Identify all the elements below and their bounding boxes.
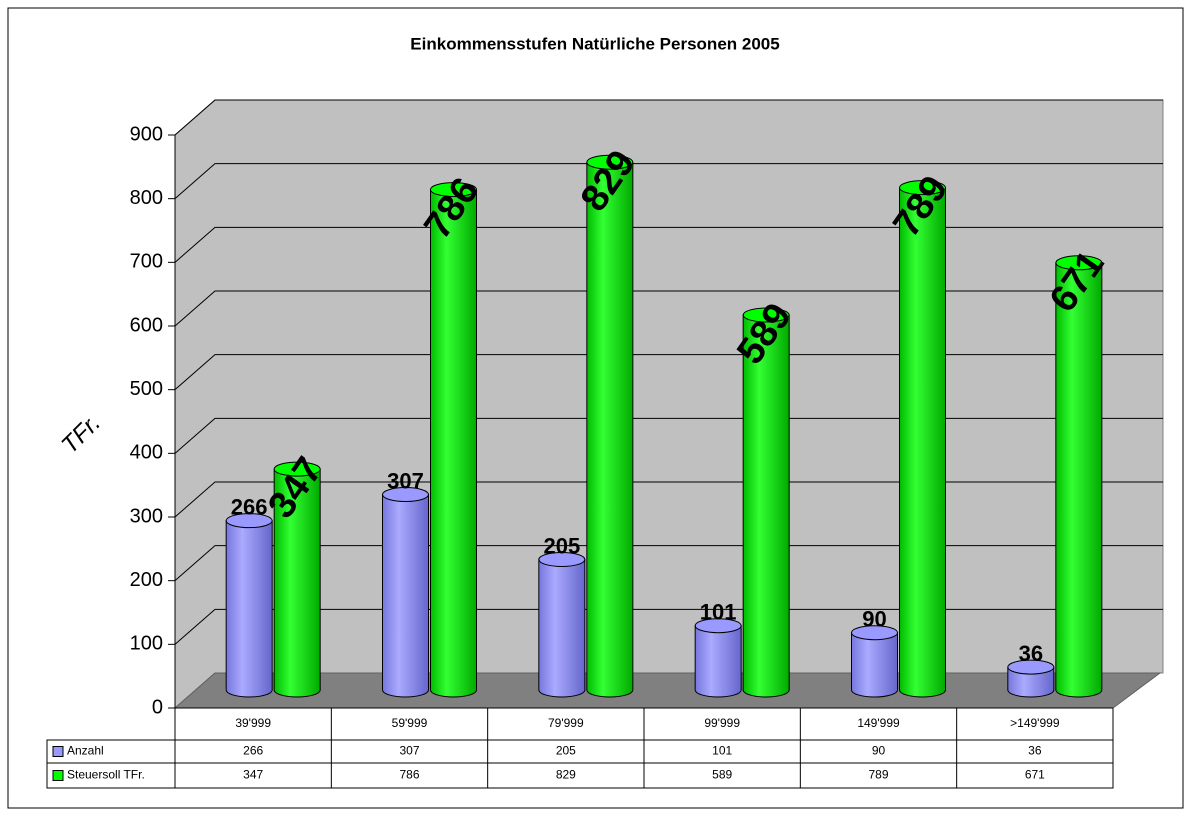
x-tick-label: 39'999: [235, 716, 271, 730]
y-tick-label: 700: [130, 251, 163, 273]
bar-top: [694, 618, 742, 634]
legend-swatch: [52, 770, 64, 781]
back-wall: [174, 99, 1164, 710]
table-value: 36: [1028, 744, 1042, 758]
x-tick-label: 99'999: [704, 716, 740, 730]
y-tick-label: 600: [130, 314, 163, 336]
grid-line: [174, 226, 1163, 263]
bar-top: [899, 180, 946, 196]
y-tick-label: 400: [130, 442, 163, 464]
grid-line: [174, 163, 1163, 200]
x-tick-label: 59'999: [392, 716, 428, 730]
table-value: 786: [399, 768, 419, 782]
grid-line: [174, 99, 1163, 136]
table-value: 589: [712, 768, 732, 782]
grid-line: [174, 417, 1163, 454]
table-value: 266: [243, 744, 263, 758]
bar-top: [742, 307, 790, 323]
x-tick-label: 79'999: [548, 716, 584, 730]
bar: [586, 161, 634, 698]
y-tick-label: 200: [130, 569, 163, 591]
data-label: 36: [1019, 641, 1043, 666]
table-value: 101: [712, 744, 732, 758]
table-value: 829: [556, 768, 576, 782]
grid-line: [174, 354, 1163, 391]
bar-top: [851, 625, 898, 641]
y-tick-label: 800: [130, 187, 163, 209]
bar-top: [382, 487, 429, 503]
bar: [273, 468, 321, 698]
data-label: 307: [387, 468, 424, 493]
bar: [225, 520, 273, 698]
y-tick-label: 500: [130, 378, 163, 400]
bar: [1055, 262, 1103, 698]
x-tick-label: >149'999: [1010, 716, 1060, 730]
table-value: 90: [872, 744, 886, 758]
grid-line: [174, 545, 1163, 582]
table-value: 671: [1025, 768, 1045, 782]
table-value: 789: [868, 768, 888, 782]
legend-label: Steuersoll TFr.: [67, 768, 145, 782]
grid-line: [174, 608, 1163, 645]
legend-label: Anzahl: [67, 744, 104, 758]
bar: [899, 187, 946, 698]
data-label: 101: [700, 600, 737, 625]
legend-swatch: [52, 746, 64, 757]
y-tick-label: 300: [130, 505, 163, 527]
bar: [742, 314, 790, 698]
bar-top: [1007, 659, 1055, 675]
bar-top: [430, 182, 477, 198]
chart-title: Einkommensstufen Natürliche Personen 200…: [410, 34, 779, 53]
table-value: 307: [399, 744, 419, 758]
data-label: 90: [862, 607, 886, 632]
bar-top: [538, 551, 586, 567]
data-label: 205: [543, 533, 580, 558]
bar: [538, 558, 586, 698]
y-tick-label: 100: [130, 633, 163, 655]
bar-top: [273, 461, 321, 477]
x-tick-label: 149'999: [857, 716, 900, 730]
bar-top: [1055, 255, 1103, 271]
bar-top: [586, 154, 634, 170]
bar: [851, 632, 898, 698]
y-tick-label: 900: [130, 123, 163, 145]
table-value: 347: [243, 768, 263, 782]
y-tick-label: 0: [152, 696, 163, 718]
bar: [430, 189, 477, 698]
bar: [694, 625, 742, 698]
bar: [382, 494, 429, 698]
bar: [1007, 666, 1055, 698]
data-label: 266: [231, 494, 268, 519]
table-value: 205: [556, 744, 576, 758]
grid-line: [174, 481, 1163, 518]
grid-line: [174, 290, 1163, 327]
bar-top: [225, 513, 273, 529]
